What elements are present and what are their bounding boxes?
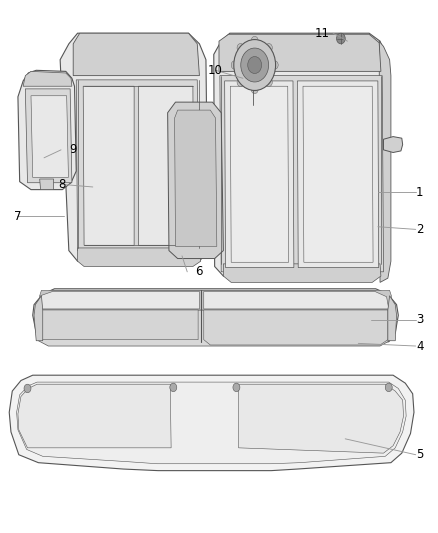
Text: 1: 1 (416, 186, 424, 199)
Circle shape (231, 61, 238, 69)
Text: 10: 10 (208, 64, 223, 77)
Polygon shape (223, 264, 381, 282)
Polygon shape (230, 86, 289, 262)
Polygon shape (31, 96, 68, 177)
Polygon shape (138, 86, 194, 245)
Text: 6: 6 (195, 265, 202, 278)
Circle shape (336, 33, 345, 44)
Circle shape (237, 78, 244, 86)
Circle shape (234, 39, 276, 91)
Polygon shape (83, 86, 134, 245)
Polygon shape (33, 289, 398, 342)
Polygon shape (239, 384, 403, 453)
Polygon shape (168, 102, 223, 259)
Polygon shape (41, 310, 198, 340)
Polygon shape (23, 71, 72, 86)
Polygon shape (220, 76, 384, 272)
Polygon shape (40, 179, 53, 190)
Circle shape (251, 85, 258, 94)
Text: 8: 8 (58, 178, 65, 191)
Circle shape (251, 36, 258, 45)
Polygon shape (76, 80, 199, 251)
Text: 4: 4 (416, 340, 424, 352)
Circle shape (265, 78, 272, 86)
Polygon shape (17, 382, 406, 464)
Polygon shape (175, 110, 217, 246)
Polygon shape (18, 70, 76, 190)
Circle shape (385, 383, 392, 392)
Polygon shape (25, 89, 72, 183)
Circle shape (237, 44, 244, 52)
Polygon shape (225, 81, 294, 268)
Polygon shape (41, 292, 199, 309)
Text: 11: 11 (315, 27, 330, 39)
Text: 3: 3 (416, 313, 424, 326)
Polygon shape (204, 310, 388, 345)
Polygon shape (388, 296, 396, 341)
Circle shape (248, 56, 261, 74)
Polygon shape (303, 86, 373, 262)
Polygon shape (60, 33, 208, 261)
Circle shape (170, 383, 177, 392)
Polygon shape (78, 248, 201, 266)
Polygon shape (379, 41, 391, 282)
Polygon shape (39, 290, 392, 310)
Polygon shape (214, 33, 387, 276)
Polygon shape (9, 375, 414, 471)
Text: 9: 9 (69, 143, 76, 156)
Circle shape (265, 44, 272, 52)
Polygon shape (384, 136, 403, 152)
Polygon shape (37, 310, 390, 346)
Circle shape (271, 61, 278, 69)
Text: 7: 7 (14, 209, 22, 223)
Circle shape (241, 48, 268, 82)
Text: 5: 5 (416, 448, 424, 461)
Polygon shape (18, 384, 171, 448)
Polygon shape (219, 34, 381, 71)
Text: 2: 2 (416, 223, 424, 236)
Circle shape (233, 383, 240, 392)
Polygon shape (297, 81, 379, 268)
Circle shape (24, 384, 31, 393)
Polygon shape (73, 33, 199, 76)
Polygon shape (204, 292, 389, 309)
Polygon shape (37, 290, 391, 310)
Polygon shape (34, 296, 43, 341)
